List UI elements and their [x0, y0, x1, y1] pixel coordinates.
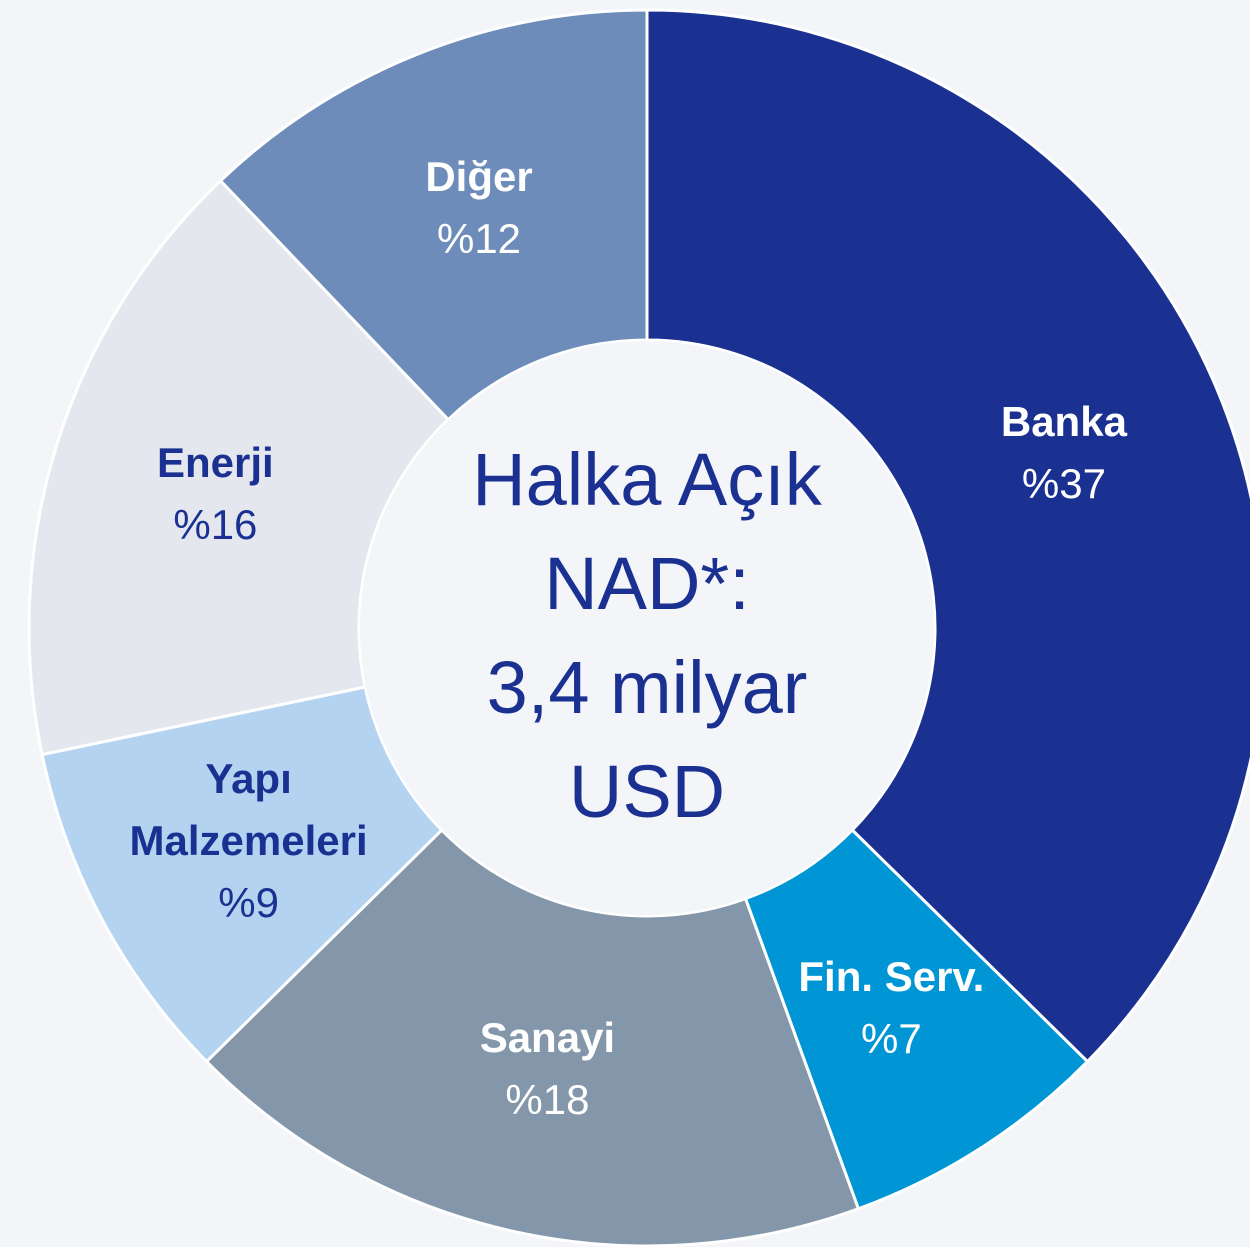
donut-slice	[27, 178, 451, 757]
donut-slice	[204, 827, 861, 1247]
category-label: Fin. Serv.	[798, 953, 985, 1001]
category-label: Diğer	[425, 153, 533, 201]
donut-hole	[360, 341, 934, 915]
value-label: %37	[1021, 460, 1106, 508]
value-label: %12	[436, 215, 522, 263]
category-label: Sanayi	[479, 1013, 616, 1061]
slice-label: Fin. Serv. %7	[741, 946, 1041, 1070]
slice-label: Enerji %16	[65, 432, 365, 556]
value-label: %9	[218, 879, 279, 927]
center-label: Halka Açık NAD*: 3,4 milyar USD	[472, 428, 822, 844]
category-label: Enerji	[157, 438, 274, 486]
donut-slice	[218, 8, 649, 422]
center-line: NAD*:	[544, 542, 750, 625]
donut-slice	[645, 8, 1250, 1064]
slice-label: Banka %37	[914, 391, 1214, 515]
slice-label: Diğer %12	[329, 146, 629, 270]
value-label: %16	[173, 500, 258, 548]
category-label: Yapı Malzemeleri	[129, 755, 368, 865]
slice-label: Sanayi %18	[397, 1007, 697, 1131]
value-label: %18	[505, 1075, 590, 1123]
slice-label: Yapı Malzemeleri %9	[99, 748, 399, 934]
center-line: USD	[568, 750, 726, 833]
center-line: 3,4 milyar	[486, 646, 808, 729]
category-label: Banka	[1000, 398, 1127, 446]
value-label: %7	[861, 1015, 922, 1063]
center-line: Halka Açık	[472, 438, 822, 521]
donut-slice	[40, 685, 444, 1064]
